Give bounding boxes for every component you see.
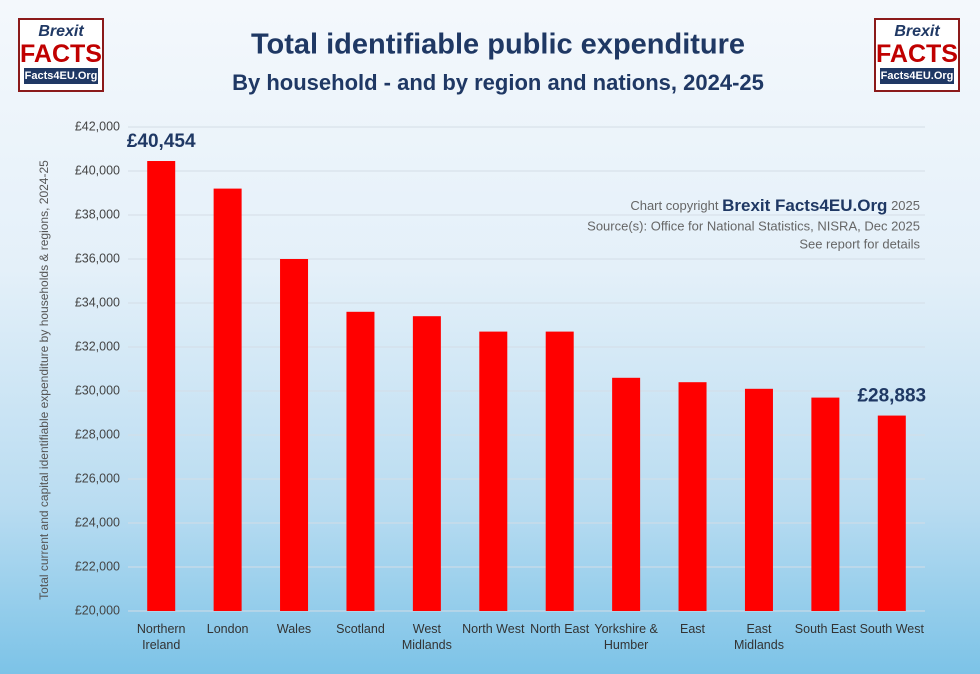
value-label: £40,454 — [127, 131, 196, 152]
bar — [612, 377, 641, 611]
x-tick-label: South East — [794, 622, 856, 636]
y-tick-label: £32,000 — [75, 339, 120, 353]
y-tick-label: £22,000 — [75, 559, 120, 573]
copyright-year: 2025 — [891, 198, 920, 213]
copyright: Chart copyright Brexit Facts4EU.Org 2025 — [630, 196, 920, 215]
y-tick-label: £40,000 — [75, 163, 120, 177]
x-tick-label: East — [680, 622, 706, 636]
bar — [678, 382, 707, 611]
x-tick-label: Northern Ireland — [136, 622, 186, 652]
y-tick-label: £20,000 — [75, 603, 120, 617]
report-note: See report for details — [799, 236, 920, 251]
x-tick-label: London — [206, 622, 249, 636]
chart-subtitle: By household - and by region and nations… — [232, 70, 764, 95]
x-tick-label: West Midlands — [401, 622, 452, 652]
y-tick-label: £36,000 — [75, 251, 120, 265]
y-tick-label: £38,000 — [75, 207, 120, 221]
logo-top: Brexit — [894, 23, 940, 40]
bar — [744, 388, 773, 611]
logo-main: FACTS — [876, 40, 958, 68]
copyright-prefix: Chart copyright — [630, 198, 719, 213]
value-label: £28,883 — [857, 386, 926, 407]
y-tick-label: £26,000 — [75, 471, 120, 485]
logo-top: Brexit — [38, 23, 84, 40]
x-tick-label: East Midlands — [733, 622, 784, 652]
y-tick-label: £30,000 — [75, 383, 120, 397]
x-tick-label: North East — [530, 622, 590, 636]
bar — [280, 259, 309, 611]
y-axis-label: Total current and capital identifiable e… — [37, 160, 51, 600]
bar — [147, 161, 176, 611]
bar — [545, 331, 574, 611]
logo-main: FACTS — [20, 40, 102, 68]
chart-title: Total identifiable public expenditure — [251, 29, 745, 61]
y-tick-label: £34,000 — [75, 295, 120, 309]
source-note: Source(s): Office for National Statistic… — [587, 218, 920, 233]
bar — [877, 415, 906, 611]
logo: Brexit FACTS Facts4EU.Org — [18, 18, 104, 92]
bar — [811, 397, 840, 611]
bar — [479, 331, 508, 611]
bar — [412, 316, 441, 611]
x-tick-label: Wales — [276, 622, 312, 636]
x-tick-label: Scotland — [336, 622, 385, 636]
x-tick-label: South West — [859, 622, 924, 636]
x-tick-label: Yorkshire & Humber — [594, 622, 658, 652]
logo-site: Facts4EU.Org — [880, 68, 954, 84]
logo: Brexit FACTS Facts4EU.Org — [874, 18, 960, 92]
copyright-brand: Brexit Facts4EU.Org — [722, 196, 887, 215]
y-tick-label: £42,000 — [75, 119, 120, 133]
bar — [213, 188, 242, 611]
logo-site: Facts4EU.Org — [24, 68, 98, 84]
y-tick-label: £28,000 — [75, 427, 120, 441]
bar — [346, 311, 375, 611]
x-tick-label: North West — [462, 622, 525, 636]
y-tick-label: £24,000 — [75, 515, 120, 529]
